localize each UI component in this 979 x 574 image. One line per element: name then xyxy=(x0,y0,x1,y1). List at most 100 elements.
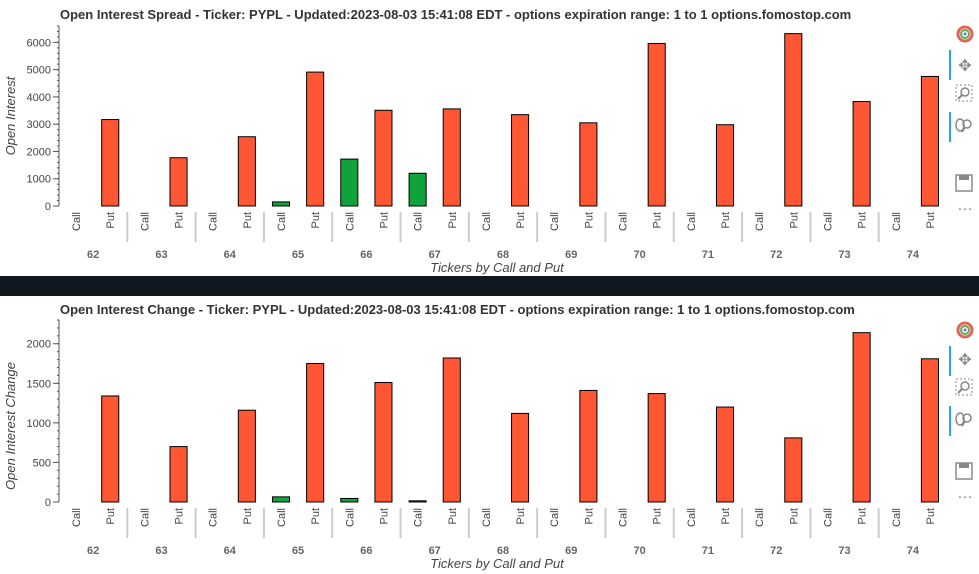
x-group-label: 66 xyxy=(360,249,372,261)
pan-icon[interactable]: ✥ xyxy=(958,352,972,369)
x-subcategory-label: Put xyxy=(652,212,664,229)
bar-put-72 xyxy=(784,33,803,207)
bar-put-67 xyxy=(442,108,461,207)
x-group-label: 68 xyxy=(497,249,509,261)
y-tick-label: 0 xyxy=(45,201,51,213)
bar-put-69 xyxy=(579,389,598,503)
y-tick-label: 4000 xyxy=(27,92,51,104)
x-subcategory-label: Call xyxy=(276,212,288,231)
y-tick-label: 2000 xyxy=(27,146,51,158)
bar-call-67 xyxy=(408,172,427,207)
more-icon[interactable]: … xyxy=(957,197,973,214)
x-subcategory-label: Put xyxy=(378,508,390,525)
bar-call-67 xyxy=(408,500,427,503)
x-subcategory-label: Put xyxy=(788,212,800,229)
x-subcategory-label: Call xyxy=(549,508,561,527)
x-group-label: 72 xyxy=(770,545,782,557)
x-subcategory-label: Put xyxy=(310,508,322,525)
x-axis-title: Tickers by Call and Put xyxy=(430,260,565,275)
x-subcategory-label: Call xyxy=(618,508,630,527)
wheel-zoom-icon[interactable] xyxy=(955,410,975,430)
more-icon[interactable]: … xyxy=(957,485,973,502)
open-interest-spread-chart: Open Interest Spread - Ticker: PYPL - Up… xyxy=(3,7,939,275)
x-group-label: 72 xyxy=(770,249,782,261)
x-group-label: 70 xyxy=(633,249,645,261)
bar-put-65 xyxy=(306,71,325,207)
x-subcategory-label: Call xyxy=(413,212,425,231)
x-group-label: 64 xyxy=(224,545,237,557)
save-icon[interactable] xyxy=(955,174,975,194)
bokeh-logo-icon[interactable] xyxy=(955,320,975,340)
x-subcategory-label: Put xyxy=(720,212,732,229)
x-subcategory-label: Call xyxy=(822,508,834,527)
x-subcategory-label: Call xyxy=(71,212,83,231)
wheel-zoom-icon[interactable] xyxy=(955,116,975,136)
chart-title: Open Interest Spread - Ticker: PYPL - Up… xyxy=(60,7,851,22)
open-interest-change-panel: Open Interest Change - Ticker: PYPL - Up… xyxy=(0,296,979,574)
x-subcategory-label: Put xyxy=(583,508,595,525)
x-group-label: 63 xyxy=(155,545,167,557)
x-group-label: 62 xyxy=(87,545,99,557)
bar-put-74 xyxy=(920,75,939,207)
x-subcategory-label: Put xyxy=(447,508,459,525)
y-tick-label: 5000 xyxy=(27,65,51,77)
x-subcategory-label: Put xyxy=(720,508,732,525)
y-tick-label: 0 xyxy=(45,497,51,509)
y-tick-label: 2000 xyxy=(27,339,51,351)
bar-put-74 xyxy=(920,358,939,503)
bar-put-73 xyxy=(852,101,871,207)
x-subcategory-label: Call xyxy=(891,508,903,527)
x-subcategory-label: Call xyxy=(481,508,493,527)
x-group-label: 66 xyxy=(360,545,372,557)
x-subcategory-label: Put xyxy=(378,212,390,229)
x-group-label: 65 xyxy=(292,545,304,557)
bar-put-70 xyxy=(647,42,666,207)
bar-put-62 xyxy=(101,395,120,503)
bar-put-68 xyxy=(511,412,530,503)
x-subcategory-label: Call xyxy=(208,508,220,527)
bokeh-logo-icon[interactable] xyxy=(955,24,975,44)
x-subcategory-label: Call xyxy=(344,212,356,231)
y-tick-label: 1500 xyxy=(27,378,51,390)
x-subcategory-label: Call xyxy=(276,508,288,527)
x-group-label: 63 xyxy=(155,249,167,261)
save-icon[interactable] xyxy=(955,462,975,482)
x-subcategory-label: Call xyxy=(413,508,425,527)
bar-put-72 xyxy=(784,437,803,503)
box-zoom-icon[interactable] xyxy=(955,378,975,398)
x-subcategory-label: Call xyxy=(71,508,83,527)
x-subcategory-label: Put xyxy=(242,508,254,525)
x-group-label: 70 xyxy=(633,545,645,557)
box-zoom-icon[interactable] xyxy=(955,84,975,104)
bar-put-69 xyxy=(579,122,598,207)
x-subcategory-label: Put xyxy=(105,212,117,229)
x-subcategory-label: Put xyxy=(310,212,322,229)
bar-put-66 xyxy=(374,382,393,503)
x-subcategory-label: Call xyxy=(686,508,698,527)
x-subcategory-label: Put xyxy=(515,212,527,229)
x-subcategory-label: Put xyxy=(857,508,869,525)
x-group-label: 74 xyxy=(907,249,920,261)
y-axis-title: Open Interest xyxy=(3,75,18,155)
x-subcategory-label: Call xyxy=(754,508,766,527)
x-axis-title: Tickers by Call and Put xyxy=(430,556,565,571)
x-group-label: 67 xyxy=(429,545,441,557)
x-group-label: 74 xyxy=(907,545,920,557)
bar-put-67 xyxy=(442,357,461,503)
bar-call-66 xyxy=(340,497,359,503)
x-subcategory-label: Call xyxy=(891,212,903,231)
bar-put-66 xyxy=(374,109,393,207)
y-axis-title: Open Interest Change xyxy=(3,362,18,490)
x-subcategory-label: Call xyxy=(822,212,834,231)
bar-put-71 xyxy=(715,124,735,207)
x-subcategory-label: Call xyxy=(139,212,151,231)
bar-call-66 xyxy=(340,158,359,207)
chart-title: Open Interest Change - Ticker: PYPL - Up… xyxy=(60,302,855,317)
x-group-label: 65 xyxy=(292,249,304,261)
open-interest-spread-panel: Open Interest Spread - Ticker: PYPL - Up… xyxy=(0,0,979,276)
x-subcategory-label: Call xyxy=(686,212,698,231)
x-group-label: 73 xyxy=(838,545,850,557)
x-subcategory-label: Call xyxy=(618,212,630,231)
pan-icon[interactable]: ✥ xyxy=(958,58,972,75)
x-group-label: 67 xyxy=(429,249,441,261)
